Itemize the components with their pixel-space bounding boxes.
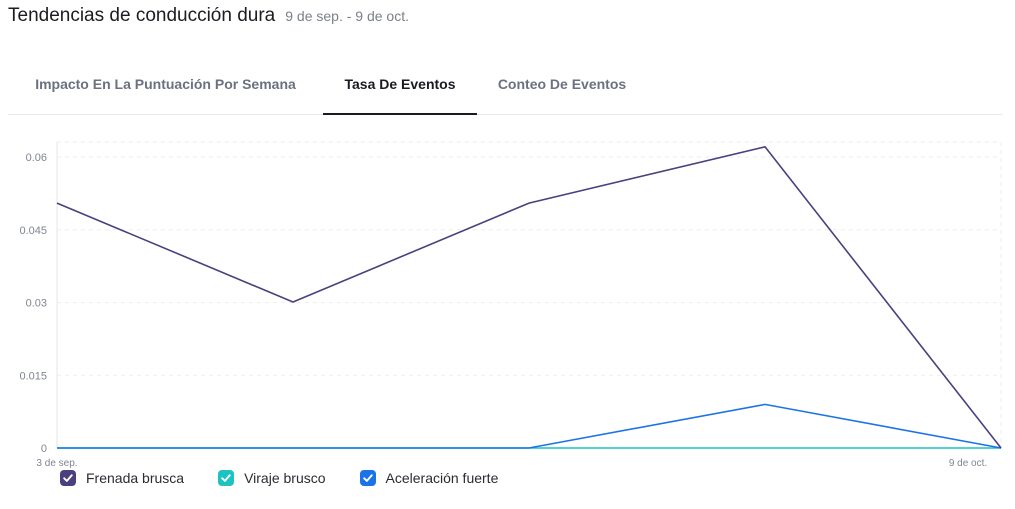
chart-header: Tendencias de conducción dura 9 de sep. … — [8, 5, 409, 27]
legend-label: Aceleración fuerte — [385, 470, 499, 486]
page-title: Tendencias de conducción dura — [8, 5, 276, 26]
y-tick-label: 0.03 — [26, 298, 47, 310]
legend-label: Viraje brusco — [244, 470, 326, 486]
legend-item-3[interactable]: Aceleración fuerte — [359, 470, 499, 486]
checkbox-checked-icon[interactable] — [359, 470, 376, 486]
series-line-3 — [57, 403, 1002, 449]
checkbox-checked-icon[interactable] — [60, 470, 76, 486]
y-tick-label: 0 — [41, 443, 47, 455]
series-line-1 — [56, 145, 1002, 449]
tab-bar: Impacto En La Puntuación Por Semana Tasa… — [8, 56, 1002, 115]
date-range: 9 de sep. - 9 de oct. — [285, 8, 409, 24]
legend-item-1[interactable]: Frenada brusca — [60, 470, 184, 486]
checkbox-checked-icon[interactable] — [218, 470, 235, 486]
legend-label: Frenada brusca — [86, 470, 185, 486]
x-tick-label: 9 de oct. — [949, 458, 987, 469]
y-tick-label: 0.045 — [19, 225, 47, 237]
y-tick-label: 0.06 — [26, 152, 47, 164]
tab-conteo-eventos[interactable]: Conteo De Eventos — [497, 76, 627, 92]
y-tick-label: 0.015 — [19, 370, 47, 382]
legend-item-2[interactable]: Viraje brusco — [218, 470, 326, 486]
tab-tasa-eventos[interactable]: Tasa De Eventos — [323, 56, 477, 115]
chart-legend: Frenada brusca Viraje brusco Aceleración f… — [60, 470, 532, 486]
x-tick-label: 3 de sep. — [36, 458, 77, 469]
tab-impacto-puntuacion-semana[interactable]: Impacto En La Puntuación Por Semana — [35, 76, 296, 92]
